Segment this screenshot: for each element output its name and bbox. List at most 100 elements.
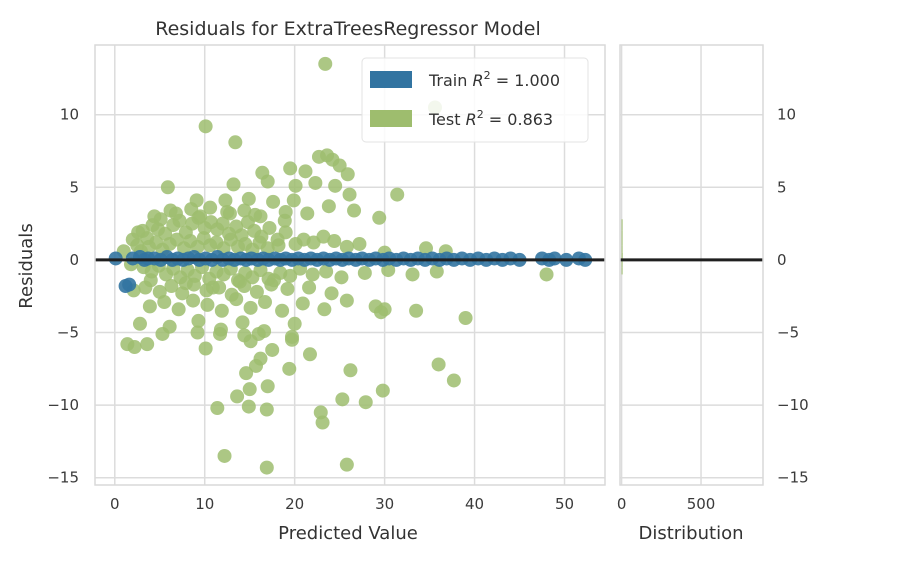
- test-point: [230, 389, 245, 404]
- test-point: [409, 303, 424, 318]
- legend-box: [361, 57, 589, 143]
- test-point: [191, 313, 206, 328]
- histogram-bar: [621, 267, 623, 275]
- test-point: [316, 229, 331, 244]
- test-point: [132, 316, 147, 331]
- test-point: [317, 302, 332, 317]
- test-point: [458, 311, 473, 326]
- test-point: [260, 174, 275, 189]
- test-point: [131, 225, 146, 240]
- test-point: [282, 361, 297, 376]
- test-point: [241, 191, 256, 206]
- distribution-frame: [619, 44, 764, 486]
- test-point: [260, 379, 275, 394]
- test-point: [324, 286, 339, 301]
- y-tick-label: 10: [60, 106, 79, 124]
- test-point: [249, 358, 264, 373]
- test-point: [286, 193, 301, 208]
- distribution-background: [620, 45, 763, 485]
- test-point: [265, 342, 280, 357]
- y-tick-labels: −15 −10 −5 0 5 10: [47, 106, 79, 487]
- test-point: [327, 234, 342, 249]
- distribution-y-tick-label: −10: [777, 396, 809, 414]
- test-point: [143, 273, 158, 288]
- test-point: [213, 326, 228, 341]
- test-point: [210, 401, 225, 416]
- test-point: [258, 295, 272, 310]
- distribution-y-tick-label: 0: [777, 251, 787, 269]
- test-point: [321, 199, 336, 214]
- test-point: [242, 382, 257, 397]
- test-point: [164, 279, 179, 294]
- test-point: [446, 373, 461, 388]
- distribution-x-tick-label: 500: [687, 495, 716, 513]
- distribution-y-tick-labels: −15 −10 −5 0 5 10: [777, 106, 809, 487]
- test-point: [200, 297, 215, 312]
- test-point: [217, 448, 232, 463]
- test-point: [277, 213, 292, 228]
- distribution-y-tick-label: 5: [777, 178, 787, 196]
- test-point: [190, 325, 205, 340]
- test-point: [228, 135, 243, 150]
- test-point: [342, 187, 357, 202]
- test-point: [300, 206, 315, 221]
- histogram-bar: [621, 219, 623, 231]
- histogram-bar: [621, 245, 623, 253]
- test-point: [431, 357, 446, 372]
- test-point: [226, 177, 241, 192]
- test-point: [347, 203, 362, 218]
- test-point: [271, 238, 286, 253]
- legend-label-test: Test R2 = 0.863: [428, 108, 553, 129]
- x-axis-label: Predicted Value: [278, 523, 418, 544]
- histogram-bar: [621, 252, 623, 260]
- test-point: [241, 399, 256, 414]
- test-point: [243, 334, 258, 349]
- test-point: [539, 267, 554, 282]
- test-point: [142, 299, 157, 314]
- test-point: [318, 56, 333, 71]
- x-tick-label: 10: [195, 495, 214, 513]
- test-point: [155, 326, 170, 341]
- test-point: [334, 270, 349, 285]
- y-tick-label: −15: [47, 469, 79, 487]
- test-point: [193, 209, 208, 224]
- test-point: [328, 178, 343, 193]
- test-point: [220, 204, 235, 219]
- distribution-x-tick-labels: 0 500: [617, 495, 716, 513]
- test-point: [214, 303, 229, 318]
- test-point: [203, 200, 218, 215]
- test-point: [232, 274, 247, 289]
- test-point: [266, 273, 281, 288]
- histogram-bar: [621, 259, 623, 268]
- test-point: [429, 264, 444, 279]
- test-point: [405, 267, 420, 282]
- y-tick-label: −10: [47, 396, 79, 414]
- test-point: [262, 220, 277, 235]
- test-point: [218, 193, 233, 208]
- test-point: [339, 457, 354, 472]
- test-point: [205, 280, 220, 295]
- legend-swatch-test: [370, 110, 412, 127]
- test-point: [288, 178, 303, 193]
- test-point: [315, 415, 330, 430]
- distribution-histogram: [621, 219, 623, 275]
- test-point: [302, 280, 317, 295]
- test-point: [275, 303, 290, 318]
- test-point: [319, 264, 334, 279]
- test-point: [278, 225, 293, 240]
- distribution-plot: 0 500 −15 −10 −5 0 5 10: [617, 44, 809, 513]
- test-point: [248, 207, 263, 222]
- x-tick-labels: 0 10 20 30 40 50: [110, 495, 574, 513]
- test-point: [249, 284, 264, 299]
- test-point: [340, 167, 355, 182]
- test-point: [171, 302, 186, 317]
- test-point: [372, 210, 387, 225]
- test-point: [335, 392, 350, 407]
- distribution-x-tick-label: 0: [617, 495, 627, 513]
- test-point: [157, 295, 172, 310]
- test-point: [237, 203, 252, 218]
- test-point: [160, 180, 175, 195]
- test-point: [339, 293, 354, 308]
- y-tick-label: −5: [57, 324, 79, 342]
